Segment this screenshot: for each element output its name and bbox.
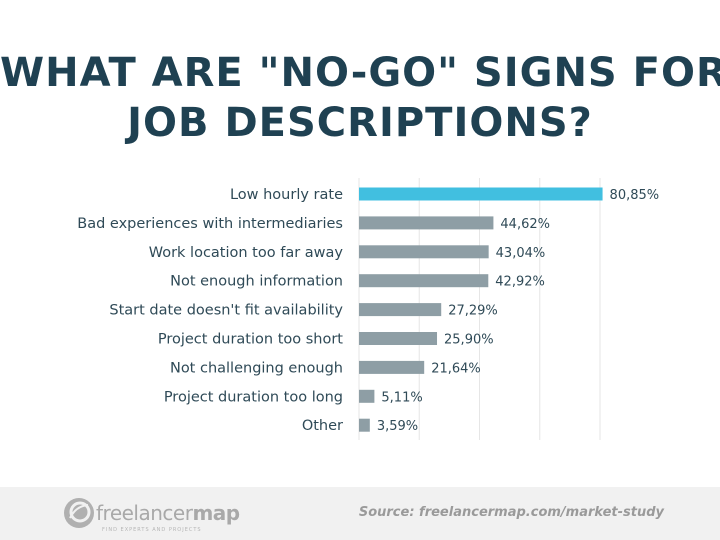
data-label: 43,04% (496, 246, 546, 261)
data-label: 44,62% (500, 217, 550, 232)
data-label: 42,92% (495, 275, 545, 290)
bar (359, 360, 425, 374)
title-line-1: WHAT ARE "NO-GO" SIGNS FOR (0, 50, 720, 96)
data-label: 5,11% (381, 390, 422, 405)
bar (359, 418, 370, 432)
bar (359, 389, 375, 403)
globe-logo-icon (64, 498, 94, 528)
bar-chart: Low hourly rate 80,85% Bad experiences wit… (77, 178, 660, 440)
category-label: Not enough information (170, 274, 343, 290)
bar (359, 303, 442, 317)
bar (359, 332, 438, 345)
data-label: 80,85% (610, 188, 660, 203)
bar (359, 274, 489, 288)
title-line-2: JOB DESCRIPTIONS? (127, 100, 593, 146)
category-label: Work location too far away (149, 245, 344, 261)
category-label: Start date doesn't fit availability (109, 303, 343, 319)
category-label: Project duration too short (158, 332, 343, 348)
category-label: Other (302, 418, 343, 434)
chart-title: WHAT ARE "NO-GO" SIGNS FOR JOB DESCRIPTI… (0, 48, 720, 148)
category-label: Bad experiences with intermediaries (77, 216, 343, 232)
freelancermap-logo: freelancermap FIND EXPERTS AND PROJECTS (62, 496, 240, 533)
data-label: 21,64% (431, 361, 481, 376)
data-label: 27,29% (448, 304, 498, 319)
bar (359, 187, 603, 201)
data-label: 25,90% (444, 333, 494, 348)
bar (359, 245, 489, 259)
source-text: Source: freelancermap.com/market-study (358, 505, 664, 520)
footer: freelancermap FIND EXPERTS AND PROJECTS … (0, 487, 720, 540)
category-label: Not challenging enough (170, 360, 343, 376)
data-label: 3,59% (377, 419, 418, 434)
bar (359, 216, 494, 230)
category-label: Low hourly rate (230, 187, 343, 203)
category-label: Project duration too long (164, 389, 343, 405)
